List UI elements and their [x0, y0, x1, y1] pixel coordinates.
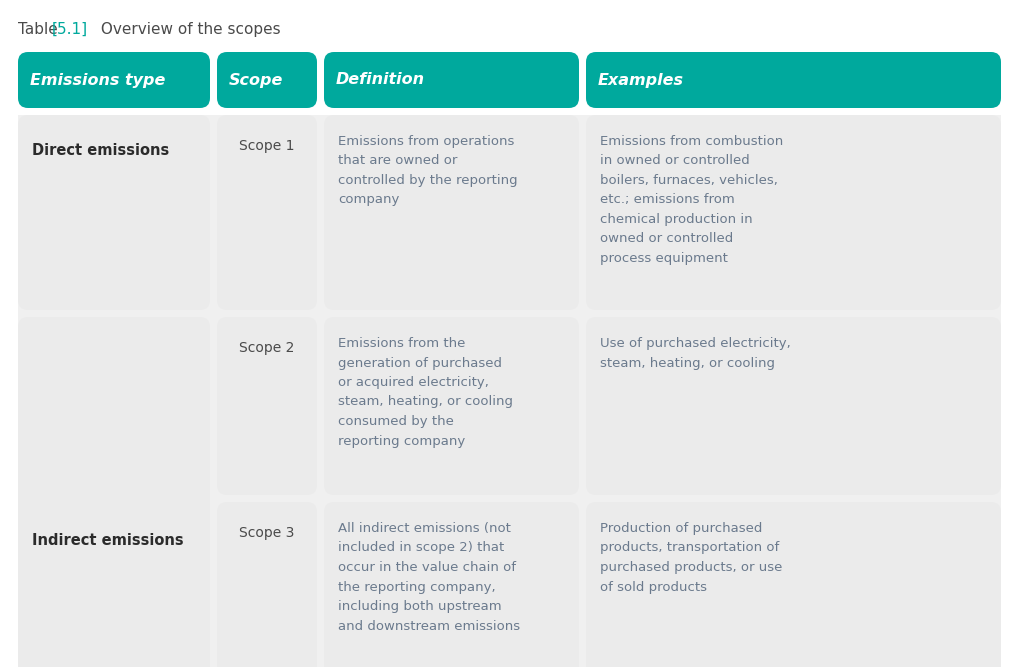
FancyBboxPatch shape — [586, 317, 1001, 495]
Text: Emissions from the
generation of purchased
or acquired electricity,
steam, heati: Emissions from the generation of purchas… — [338, 337, 513, 448]
Text: Indirect emissions: Indirect emissions — [32, 533, 183, 548]
FancyBboxPatch shape — [586, 502, 1001, 667]
Text: Scope 3: Scope 3 — [239, 526, 294, 540]
Text: Examples: Examples — [598, 73, 684, 87]
Text: All indirect emissions (not
included in scope 2) that
occur in the value chain o: All indirect emissions (not included in … — [338, 522, 520, 632]
FancyBboxPatch shape — [217, 115, 317, 310]
Text: Scope: Scope — [229, 73, 283, 87]
Text: Table: Table — [18, 22, 62, 37]
FancyBboxPatch shape — [217, 502, 317, 667]
Text: Overview of the scopes: Overview of the scopes — [96, 22, 280, 37]
FancyBboxPatch shape — [324, 317, 579, 495]
FancyBboxPatch shape — [18, 115, 210, 310]
Text: Definition: Definition — [336, 73, 425, 87]
Text: Scope 2: Scope 2 — [239, 341, 294, 355]
Text: Emissions from operations
that are owned or
controlled by the reporting
company: Emissions from operations that are owned… — [338, 135, 518, 207]
FancyBboxPatch shape — [217, 317, 317, 495]
FancyBboxPatch shape — [217, 52, 317, 108]
FancyBboxPatch shape — [324, 115, 579, 310]
FancyBboxPatch shape — [18, 52, 210, 108]
Text: [5.1]: [5.1] — [52, 22, 88, 37]
Text: Emissions from combustion
in owned or controlled
boilers, furnaces, vehicles,
et: Emissions from combustion in owned or co… — [600, 135, 784, 265]
FancyBboxPatch shape — [586, 115, 1001, 310]
FancyBboxPatch shape — [18, 317, 210, 667]
Text: Emissions type: Emissions type — [30, 73, 165, 87]
FancyBboxPatch shape — [324, 52, 579, 108]
Text: Use of purchased electricity,
steam, heating, or cooling: Use of purchased electricity, steam, hea… — [600, 337, 791, 370]
Text: Scope 1: Scope 1 — [239, 139, 294, 153]
FancyBboxPatch shape — [324, 502, 579, 667]
Text: Direct emissions: Direct emissions — [32, 143, 169, 158]
FancyBboxPatch shape — [586, 52, 1001, 108]
FancyBboxPatch shape — [18, 115, 1001, 667]
Text: Production of purchased
products, transportation of
purchased products, or use
o: Production of purchased products, transp… — [600, 522, 783, 594]
